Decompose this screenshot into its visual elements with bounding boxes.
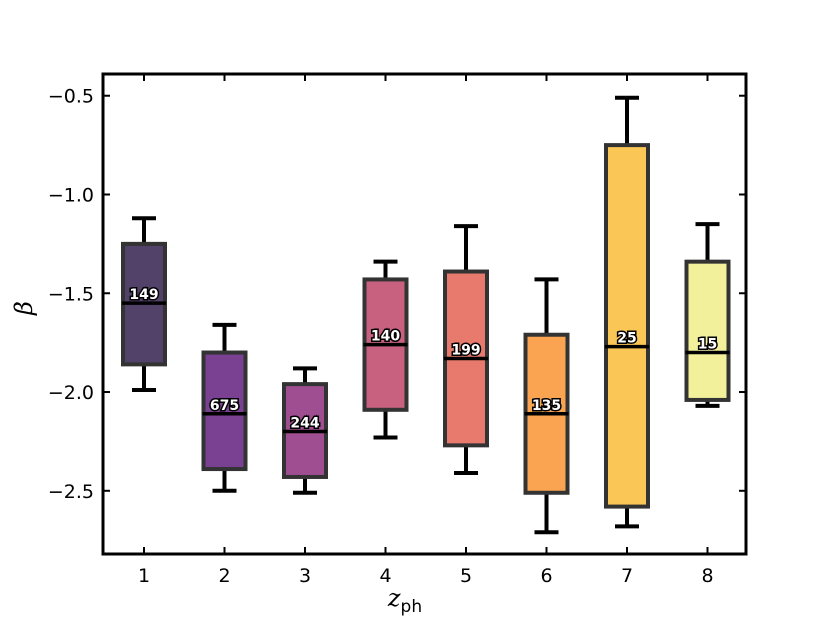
box-5: 199: [443, 224, 489, 476]
box-1: 149: [121, 216, 167, 393]
iqr-box: [684, 259, 731, 402]
x-tick-label: 8: [701, 565, 713, 587]
y-tick-label: −0.5: [48, 86, 94, 108]
box-8: 15: [684, 222, 731, 408]
y-tick-label: −1.0: [48, 184, 94, 206]
x-tick-label: 4: [379, 565, 391, 587]
y-tick-label: −2.5: [48, 481, 94, 503]
y-tick-label: −2.0: [48, 382, 94, 404]
box-4: 140: [362, 259, 409, 440]
box-7: 25: [604, 95, 650, 529]
count-label: 140: [371, 329, 400, 345]
x-tick-label: 1: [138, 565, 150, 587]
plot-frame: [101, 72, 748, 556]
x-axis-label-subscript: ph: [401, 597, 423, 617]
count-label: 149: [129, 287, 158, 303]
plot-marks: 149 675 244 140 199 135 25 15: [121, 95, 731, 535]
x-axis-label-main: z: [387, 584, 401, 612]
y-tick-label: −1.5: [48, 283, 94, 305]
count-label: 135: [532, 398, 561, 414]
x-tick-label: 6: [540, 565, 552, 587]
count-label: 15: [698, 337, 717, 353]
x-tick-label: 7: [621, 565, 633, 587]
count-label: 25: [617, 331, 636, 347]
x-tick-label: 3: [299, 565, 311, 587]
count-label: 244: [290, 416, 319, 432]
count-label: 675: [210, 398, 239, 414]
x-tick-label: 5: [460, 565, 472, 587]
x-tick-label: 2: [218, 565, 230, 587]
box-3: 244: [282, 366, 328, 495]
y-axis-label: β: [10, 301, 38, 316]
count-label: 199: [451, 342, 480, 358]
iqr-box: [604, 143, 650, 509]
box-6: 135: [523, 277, 570, 535]
box-2: 675: [201, 322, 248, 493]
x-axis-label: zph: [387, 584, 422, 617]
axes: −0.5 −1.0 −1.5 −2.0 −2.5 1 2 3 4 5 6 7 8: [48, 74, 746, 587]
iqr-box: [201, 350, 248, 472]
